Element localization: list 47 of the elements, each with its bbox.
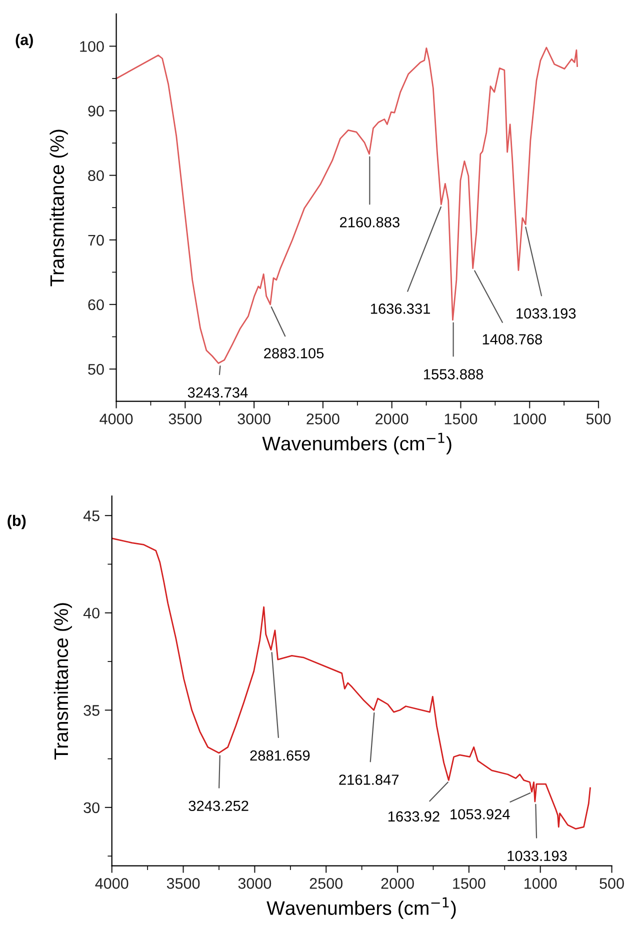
annotation: 2161.847 — [339, 774, 399, 785]
annotation: 2881.659 — [250, 750, 310, 761]
x-tick-label: 2500 — [310, 878, 343, 889]
annotation: 3243.734 — [188, 387, 248, 398]
x-tick-label: 3500 — [166, 878, 200, 889]
annotation: 1408.768 — [482, 334, 542, 344]
x-tick-label: 500 — [586, 414, 611, 424]
x-tick-label: 3500 — [168, 414, 202, 424]
annotation: 1053.924 — [450, 809, 510, 820]
y-axis-title: Transmittance (%) — [54, 603, 72, 760]
y-axis-title: Transmittance (%) — [50, 130, 68, 286]
y-tick-label: 35 — [84, 705, 100, 716]
x-tick-label: 3000 — [238, 414, 270, 424]
x-tick-label: 2500 — [306, 414, 340, 424]
y-tick-label: 45 — [83, 510, 100, 522]
x-tick-label: 1500 — [444, 414, 478, 424]
x-tick-label: 3000 — [238, 878, 272, 889]
y-tick-label: 70 — [88, 234, 104, 246]
x-tick-label: 500 — [600, 878, 624, 889]
text: (b) — [8, 514, 26, 530]
annotation: 1633.92 — [388, 811, 440, 822]
x-tick-label: 4000 — [100, 414, 133, 424]
x-tick-label: 1000 — [514, 414, 546, 424]
text: (a) — [16, 34, 33, 48]
y-tick-label: 60 — [88, 299, 104, 310]
x-tick-label: 1500 — [453, 878, 486, 889]
y-tick-label: 90 — [88, 106, 104, 116]
x-axis-title: Wavenumbers (cm$^{−1}$) — [262, 432, 452, 454]
x-tick-label: 4000 — [95, 878, 128, 889]
x-tick-label: 2000 — [381, 878, 414, 889]
x-tick-label: 1000 — [524, 878, 557, 889]
x-tick-label: 2000 — [376, 414, 408, 424]
line-series — [116, 46, 578, 364]
line-series — [112, 538, 591, 830]
x-axis-title: Wavenumbers (cm$^{−1}$) — [266, 897, 456, 919]
annotation: 1553.888 — [424, 369, 484, 380]
annotation: 1033.193 — [508, 850, 567, 862]
y-tick-label: 80 — [88, 170, 104, 182]
y-tick-label: 40 — [83, 608, 100, 619]
annotation: 1636.331 — [370, 304, 430, 314]
annotation: 3243.252 — [188, 800, 248, 812]
y-tick-label: 50 — [88, 364, 104, 375]
annotation: 2160.883 — [340, 217, 400, 228]
y-tick-label: 100 — [80, 41, 104, 52]
annotation: 2883.105 — [264, 348, 324, 358]
annotation: 1033.193 — [516, 308, 576, 319]
y-tick-label: 30 — [84, 802, 100, 814]
